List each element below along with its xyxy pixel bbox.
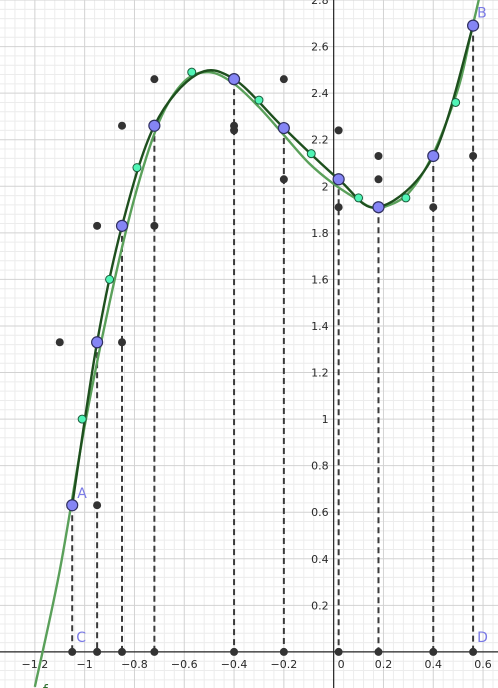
x-tick-label: 0 <box>338 658 345 671</box>
black-point[interactable] <box>93 501 102 510</box>
x-tick-label: −0.6 <box>171 658 198 671</box>
axis-point[interactable] <box>118 647 127 656</box>
midpoint-points <box>77 67 461 424</box>
y-tick-label: 2.6 <box>311 41 329 54</box>
vertical-dashed-lines <box>71 25 475 652</box>
axis-point[interactable] <box>429 647 438 656</box>
node-point[interactable] <box>427 149 440 163</box>
black-point[interactable] <box>334 203 343 212</box>
node-point[interactable] <box>372 201 385 214</box>
black-point[interactable] <box>469 151 478 160</box>
node-point[interactable] <box>148 119 161 132</box>
midpoint-point[interactable] <box>132 163 142 173</box>
x-tick-labels: −1.2 −1 −0.8 −0.6 −0.4 −0.2 0 0.2 0.4 0.6 <box>22 658 492 671</box>
point-label-f: f <box>43 683 49 688</box>
y-tick-label: 0.2 <box>311 599 329 612</box>
x-tick-label: −1.2 <box>22 658 49 671</box>
axis-point[interactable] <box>279 647 288 656</box>
point-label-C: C <box>76 630 86 646</box>
point-label-A: A <box>77 486 87 502</box>
black-point[interactable] <box>374 151 383 160</box>
axis-point[interactable] <box>68 647 77 656</box>
black-point[interactable] <box>334 126 343 135</box>
axis-point[interactable] <box>334 647 343 656</box>
y-tick-label: 2.4 <box>311 87 329 100</box>
x-tick-label: −0.4 <box>221 658 248 671</box>
x-tick-label: 0.4 <box>425 658 443 671</box>
node-point[interactable] <box>91 336 104 349</box>
x-tick-label: −0.2 <box>271 658 298 671</box>
black-point[interactable] <box>374 175 383 184</box>
x-tick-label: 0.6 <box>474 658 492 671</box>
axis-point[interactable] <box>93 647 102 656</box>
node-point[interactable] <box>332 173 345 186</box>
black-point[interactable] <box>230 121 239 130</box>
y-tick-label: 1 <box>322 413 329 426</box>
midpoint-point[interactable] <box>354 193 364 203</box>
black-point[interactable] <box>150 75 159 84</box>
point-label-B: B <box>477 6 487 22</box>
black-point[interactable] <box>118 338 127 347</box>
black-point[interactable] <box>279 75 288 84</box>
node-point[interactable] <box>467 19 480 32</box>
y-tick-label: 0.6 <box>311 506 329 519</box>
y-tick-label: 2.2 <box>311 134 329 147</box>
node-point[interactable] <box>66 499 79 512</box>
y-tick-label: 0.4 <box>311 553 329 566</box>
black-point[interactable] <box>55 338 64 347</box>
point-label-D: D <box>477 630 488 646</box>
black-point[interactable] <box>429 203 438 212</box>
y-tick-label: 2 <box>322 180 329 193</box>
spline-curve[interactable] <box>71 25 475 506</box>
midpoint-point[interactable] <box>451 97 461 107</box>
node-points <box>66 19 480 512</box>
black-point[interactable] <box>118 121 127 130</box>
y-tick-labels: 0.2 0.4 0.6 0.8 1 1.2 1.4 1.6 1.8 2 2.2 2.4 2.6 2.8 <box>311 0 329 612</box>
y-tick-label: 1.4 <box>311 320 329 333</box>
point-labels: A B C Df <box>43 6 488 688</box>
midpoint-point[interactable] <box>306 149 316 159</box>
axis-point[interactable] <box>374 647 383 656</box>
black-point[interactable] <box>93 221 102 230</box>
y-tick-label: 1.8 <box>311 227 329 240</box>
black-point[interactable] <box>150 221 159 230</box>
midpoint-point[interactable] <box>77 414 87 424</box>
y-tick-label: 2.8 <box>311 0 329 7</box>
midpoint-point[interactable] <box>401 193 411 203</box>
node-point[interactable] <box>227 73 241 86</box>
black-point[interactable] <box>279 175 288 184</box>
x-tick-label: 0.2 <box>375 658 393 671</box>
y-tick-label: 1.6 <box>311 273 329 286</box>
black-points <box>55 75 478 656</box>
y-tick-label: 1.2 <box>311 367 329 380</box>
axis-point[interactable] <box>230 647 239 656</box>
x-tick-label: −1 <box>77 658 93 671</box>
axis-point[interactable] <box>469 647 478 656</box>
midpoint-point[interactable] <box>105 274 115 284</box>
midpoint-point[interactable] <box>254 95 264 105</box>
midpoint-point[interactable] <box>187 67 197 77</box>
y-tick-label: 0.8 <box>311 460 329 473</box>
node-point[interactable] <box>277 121 290 135</box>
axis-point[interactable] <box>150 647 159 656</box>
node-point[interactable] <box>115 219 129 232</box>
x-tick-label: −0.8 <box>121 658 148 671</box>
